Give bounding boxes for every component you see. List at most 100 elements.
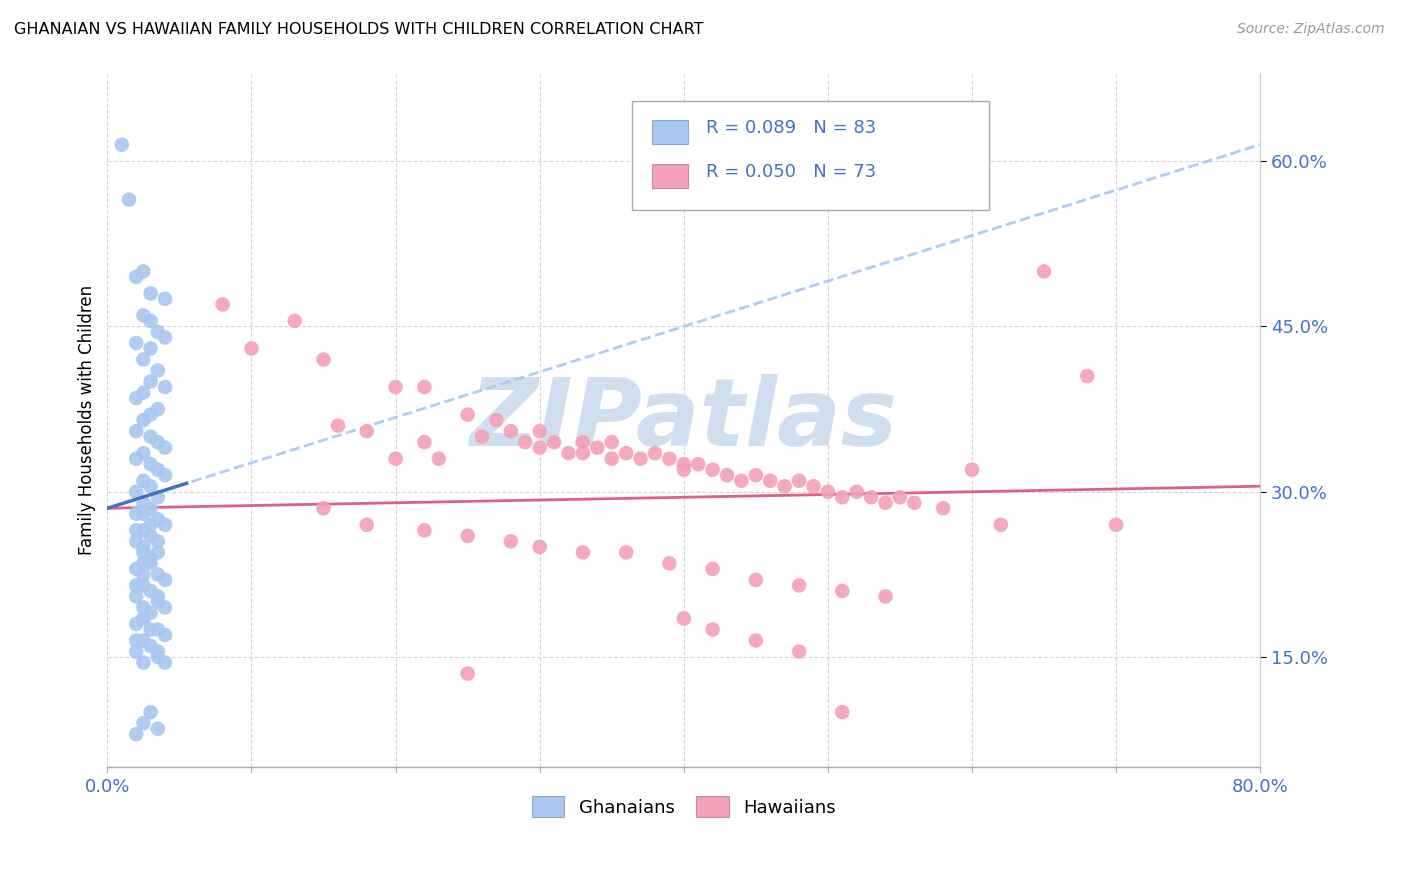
Point (153, 628, 176, 642)
Point (614, 545, 637, 559)
Point (658, 557, 681, 571)
Point (132, 309, 155, 323)
Point (817, 484, 839, 499)
Point (413, 435, 436, 450)
Point (875, 496, 897, 510)
Point (139, 430, 162, 444)
Point (543, 435, 565, 450)
Point (903, 496, 925, 510)
Point (153, 468, 176, 483)
Point (688, 457, 710, 471)
Point (132, 611, 155, 625)
Point (139, 639, 162, 653)
Point (990, 517, 1012, 532)
Point (139, 375, 162, 389)
Point (125, 633, 148, 648)
Point (139, 557, 162, 571)
Text: Source: ZipAtlas.com: Source: ZipAtlas.com (1237, 22, 1385, 37)
Point (499, 534, 522, 549)
Point (139, 342, 162, 356)
Point (529, 441, 551, 455)
Point (759, 474, 782, 488)
Point (702, 623, 724, 637)
Point (139, 705, 162, 719)
Point (600, 435, 623, 450)
Point (139, 479, 162, 493)
Point (529, 424, 551, 438)
Point (125, 484, 148, 499)
Point (139, 583, 162, 598)
Point (312, 352, 335, 367)
Point (139, 408, 162, 422)
Point (831, 583, 853, 598)
Y-axis label: Family Households with Children: Family Households with Children (79, 285, 96, 555)
Point (125, 578, 148, 592)
Point (529, 540, 551, 554)
Point (132, 557, 155, 571)
Point (153, 600, 176, 615)
Point (132, 578, 155, 592)
Point (644, 446, 666, 460)
Point (572, 435, 595, 450)
Point (875, 590, 897, 604)
Point (125, 590, 148, 604)
Point (831, 705, 853, 719)
Point (146, 325, 169, 339)
Point (572, 545, 595, 559)
Point (125, 336, 148, 351)
Point (860, 490, 883, 504)
Point (153, 517, 176, 532)
Point (139, 606, 162, 620)
Point (111, 137, 134, 152)
Point (153, 330, 176, 344)
Point (132, 656, 155, 670)
Point (132, 611, 155, 625)
Point (125, 727, 148, 741)
Point (125, 269, 148, 284)
Point (457, 666, 479, 681)
Point (132, 264, 155, 278)
Point (672, 463, 695, 477)
Point (125, 644, 148, 658)
Point (471, 430, 494, 444)
Point (240, 342, 263, 356)
Point (146, 595, 169, 609)
Point (132, 545, 155, 559)
Point (132, 600, 155, 615)
Legend: Ghanaians, Hawaiians: Ghanaians, Hawaiians (524, 789, 844, 824)
Point (125, 391, 148, 405)
Point (125, 507, 148, 521)
Point (132, 716, 155, 731)
Text: R = 0.089   N = 83: R = 0.089 N = 83 (706, 119, 876, 136)
Text: GHANAIAN VS HAWAIIAN FAMILY HOUSEHOLDS WITH CHILDREN CORRELATION CHART: GHANAIAN VS HAWAIIAN FAMILY HOUSEHOLDS W… (14, 22, 703, 37)
Point (139, 623, 162, 637)
Point (146, 722, 169, 736)
Point (716, 468, 738, 483)
Point (745, 633, 768, 648)
Point (146, 534, 169, 549)
Point (457, 408, 479, 422)
Point (146, 644, 169, 658)
Point (146, 590, 169, 604)
Text: R = 0.050   N = 73: R = 0.050 N = 73 (706, 162, 876, 180)
Point (803, 479, 825, 493)
Point (132, 507, 155, 521)
Point (146, 567, 169, 582)
Point (787, 578, 810, 592)
Point (312, 501, 335, 516)
Point (745, 573, 768, 587)
Point (132, 496, 155, 510)
Point (485, 413, 508, 427)
FancyBboxPatch shape (651, 164, 689, 188)
Point (787, 644, 810, 658)
Point (146, 623, 169, 637)
Point (630, 451, 652, 466)
Point (146, 650, 169, 665)
Point (132, 352, 155, 367)
Point (845, 484, 868, 499)
Point (132, 385, 155, 400)
Point (730, 474, 752, 488)
Point (132, 413, 155, 427)
Point (125, 534, 148, 549)
Point (773, 479, 796, 493)
